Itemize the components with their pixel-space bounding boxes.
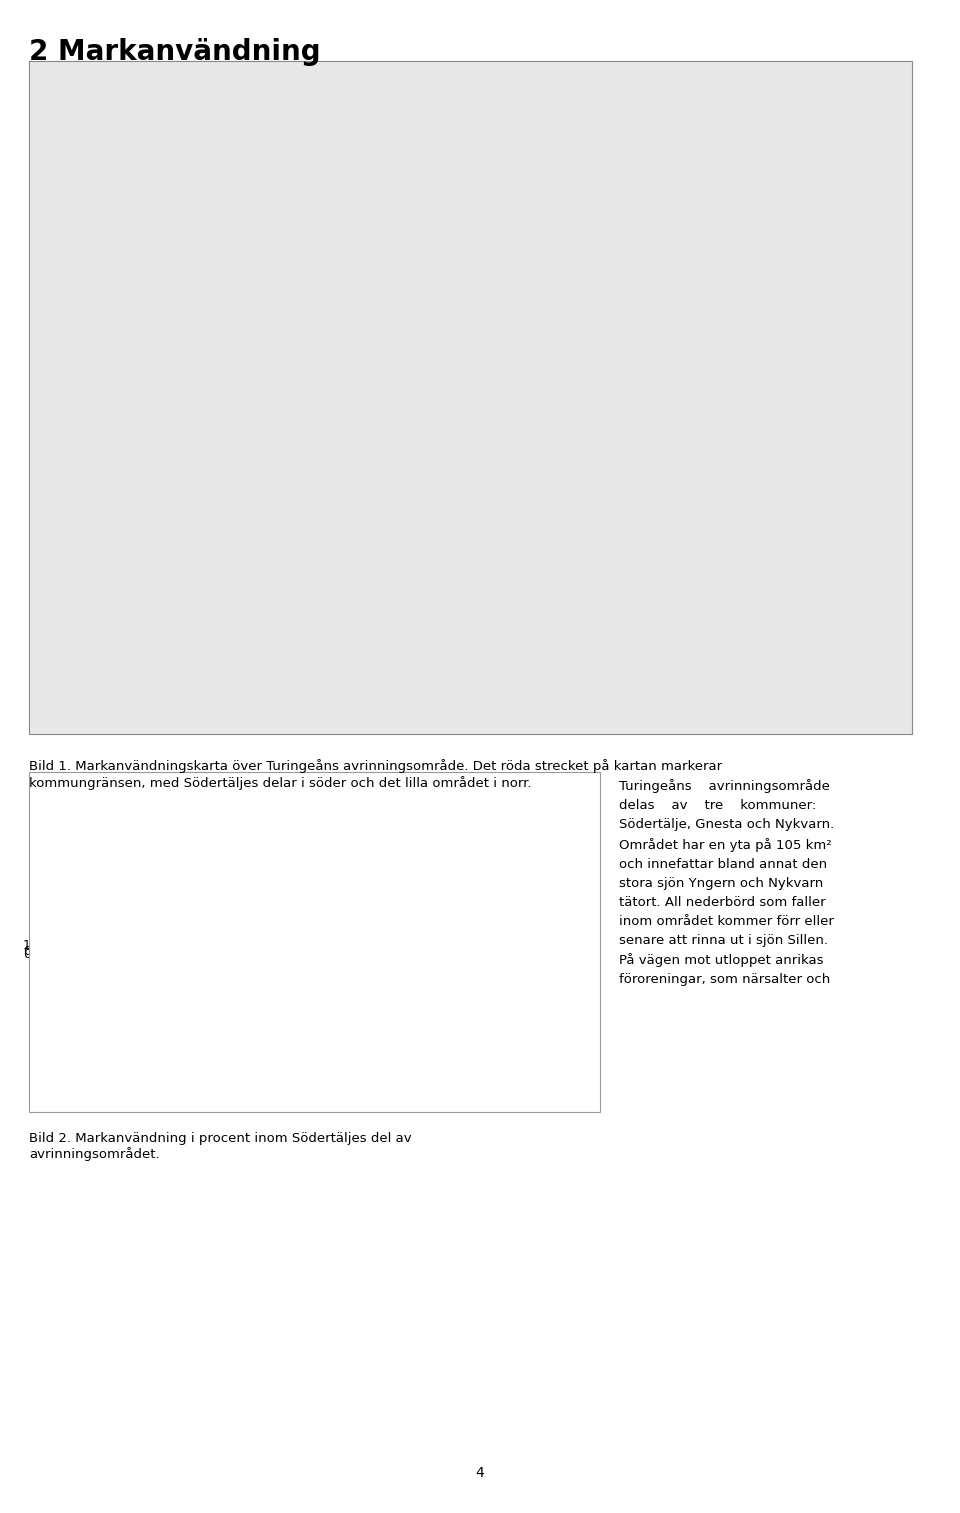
Wedge shape [68, 941, 187, 953]
Text: 25%: 25% [64, 826, 92, 838]
Text: 0%: 0% [23, 946, 43, 958]
Text: Markanvändning (%) i Södertäljes del av området: Markanvändning (%) i Södertäljes del av … [101, 800, 528, 817]
Text: 74%: 74% [287, 1039, 315, 1053]
Text: Bild 1. Markanvändningskarta över Turingeåns avrinningsområde. Det röda strecket: Bild 1. Markanvändningskarta över Turing… [29, 760, 722, 790]
Text: Turingeåns    avrinningsområde
delas    av    tre    kommuner:
Södertälje, Gnest: Turingeåns avrinningsområde delas av tre… [619, 779, 834, 986]
Wedge shape [68, 823, 305, 1061]
Text: 0%: 0% [23, 947, 43, 961]
Legend: Skog, Öppen mark, Samlad bebyggelse och
större vägar, Åker, Sjö och våtmark: Skog, Öppen mark, Samlad bebyggelse och … [381, 876, 563, 1008]
Text: Bild 2. Markanvändning i procent inom Södertäljes del av
avrinningsområdet.: Bild 2. Markanvändning i procent inom Sö… [29, 1132, 412, 1160]
Text: 2 Markanvändning: 2 Markanvändning [29, 38, 321, 67]
Text: 4: 4 [475, 1466, 485, 1480]
Wedge shape [68, 823, 187, 941]
Wedge shape [68, 941, 187, 949]
Wedge shape [68, 941, 187, 950]
Text: 1%: 1% [22, 938, 42, 952]
